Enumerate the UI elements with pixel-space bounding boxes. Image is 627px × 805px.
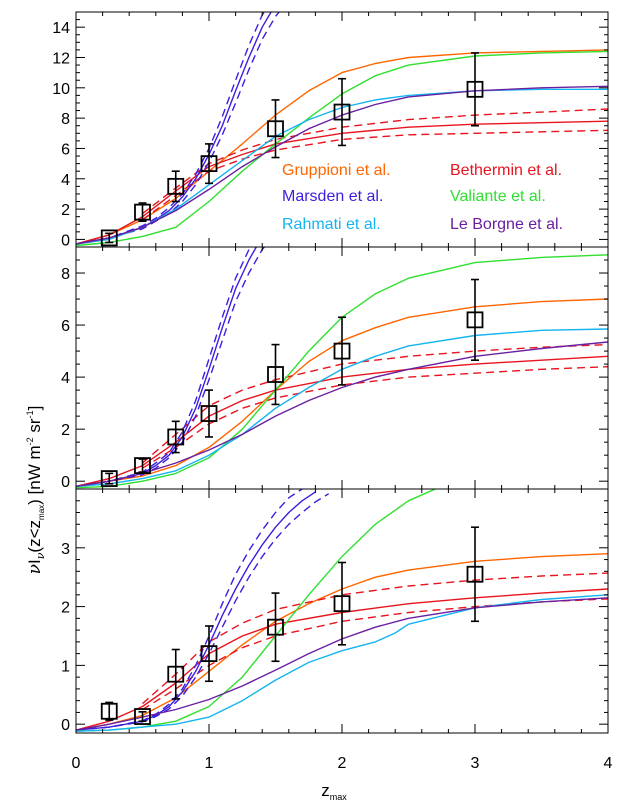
y-tick-label: 4 bbox=[61, 172, 70, 189]
legend-entry-valiante: Valiante et al. bbox=[450, 188, 546, 205]
y-tick-label: 12 bbox=[52, 50, 70, 67]
series-line-dashed bbox=[142, 572, 608, 705]
series-line-dashed bbox=[142, 366, 608, 469]
data-point-square bbox=[134, 708, 151, 725]
y-label-unit-open: [nW m bbox=[25, 445, 44, 499]
data-point-square bbox=[100, 229, 118, 247]
panel-1: 0 2 4 6 8 10 12 14 bbox=[52, 11, 609, 249]
x-axis-label-sub: max bbox=[330, 792, 348, 802]
series-line-dashed bbox=[142, 129, 608, 221]
series-line bbox=[76, 254, 608, 489]
series-line bbox=[76, 491, 316, 731]
x-tick-label: 0 bbox=[72, 755, 81, 772]
series-line bbox=[76, 341, 608, 488]
y-tick-label: 8 bbox=[61, 266, 70, 283]
panel-3: 0 1 2 3 bbox=[61, 488, 609, 734]
series-line bbox=[76, 594, 608, 732]
x-axis-label-z: z bbox=[321, 781, 330, 800]
panel-2: 0 2 4 6 8 bbox=[61, 246, 609, 491]
data-point-square bbox=[134, 203, 151, 221]
y-tick-label: 6 bbox=[61, 141, 70, 158]
y-label-nu-sub: ν bbox=[34, 552, 47, 559]
data-point-square bbox=[267, 366, 284, 383]
series-line bbox=[76, 489, 437, 732]
data-point-square bbox=[333, 103, 351, 121]
data-point-square bbox=[267, 618, 284, 636]
series-line bbox=[76, 553, 608, 731]
data-point-square bbox=[466, 565, 484, 583]
legend-entry-le-borgne: Le Borgne et al. bbox=[450, 216, 563, 233]
data-point-square bbox=[200, 405, 218, 422]
series-line bbox=[76, 50, 608, 247]
y-label-unit-close: ] bbox=[25, 406, 44, 411]
plot-area bbox=[76, 12, 608, 247]
y-label-paren-close: ) bbox=[25, 499, 44, 505]
y-tick-label: 1 bbox=[61, 658, 70, 675]
series-line-dashed bbox=[76, 247, 252, 488]
x-tick-label: 4 bbox=[604, 755, 613, 772]
data-point-square bbox=[200, 645, 218, 663]
legend-entry-marsden: Marsden et al. bbox=[282, 188, 383, 205]
y-axis-label: νIν(z<zmax) [nW m-2 sr-1] bbox=[25, 406, 47, 575]
series-line-dashed bbox=[76, 493, 330, 731]
series-line bbox=[76, 247, 258, 488]
data-point-square bbox=[100, 470, 118, 487]
data-point-square bbox=[466, 311, 484, 329]
y-label-m-exp: -2 bbox=[25, 437, 35, 445]
series-line-dashed bbox=[142, 108, 608, 215]
series-line-dashed bbox=[142, 343, 608, 464]
legend: Gruppioni et al. Bethermin et al. Marsde… bbox=[282, 162, 563, 233]
plot-area bbox=[76, 489, 608, 732]
y-tick-label: 14 bbox=[52, 20, 70, 37]
legend-entry-bethermin: Bethermin et al. bbox=[450, 162, 562, 179]
y-tick-label: 0 bbox=[61, 474, 70, 491]
x-tick-labels: 0 1 2 3 4 bbox=[72, 755, 613, 772]
data-point-square bbox=[167, 177, 185, 195]
data-point-square bbox=[333, 595, 351, 613]
y-tick-label: 4 bbox=[61, 370, 70, 387]
y-label-nu: ν bbox=[25, 564, 45, 574]
y-label-max-sub: max bbox=[37, 505, 46, 520]
y-tick-label: 2 bbox=[61, 422, 70, 439]
data-point-square bbox=[100, 702, 118, 720]
series-line-dashed bbox=[76, 12, 266, 245]
y-tick-label: 6 bbox=[61, 318, 70, 335]
legend-entry-gruppioni: Gruppioni et al. bbox=[282, 162, 391, 179]
data-point-square bbox=[167, 665, 185, 683]
series-line bbox=[76, 85, 608, 245]
y-label-sr: sr bbox=[25, 418, 44, 437]
y-tick-label: 8 bbox=[61, 111, 70, 128]
data-point-square bbox=[333, 342, 351, 360]
y-label-sr-exp: -1 bbox=[25, 410, 35, 418]
data-point-square bbox=[167, 428, 185, 446]
series-line-dashed bbox=[76, 247, 266, 488]
series-line-dashed bbox=[76, 12, 281, 245]
series-line-dashed bbox=[76, 489, 303, 731]
y-label-I: I bbox=[25, 559, 44, 564]
y-tick-label: 0 bbox=[61, 232, 70, 249]
y-tick-label: 2 bbox=[61, 202, 70, 219]
y-tick-label: 2 bbox=[61, 600, 70, 617]
x-tick-label: 3 bbox=[471, 755, 480, 772]
series-line bbox=[76, 355, 608, 488]
series-line bbox=[76, 328, 608, 488]
series-line bbox=[76, 597, 608, 731]
series-line-dashed bbox=[142, 598, 608, 711]
plot-area bbox=[76, 247, 608, 489]
legend-entry-rahmati: Rahmati et al. bbox=[282, 216, 381, 233]
data-point-square bbox=[134, 457, 151, 474]
y-tick-label: 10 bbox=[52, 81, 70, 98]
x-axis-label: zmax bbox=[321, 781, 347, 802]
y-tick-label: 0 bbox=[61, 717, 70, 734]
data-point-square bbox=[466, 80, 484, 98]
y-label-paren-open: (z<z bbox=[25, 520, 44, 553]
data-point-square bbox=[267, 120, 284, 138]
data-point-square bbox=[200, 155, 218, 173]
y-tick-label: 3 bbox=[61, 541, 70, 558]
x-tick-label: 2 bbox=[338, 755, 347, 772]
x-tick-label: 1 bbox=[205, 755, 214, 772]
